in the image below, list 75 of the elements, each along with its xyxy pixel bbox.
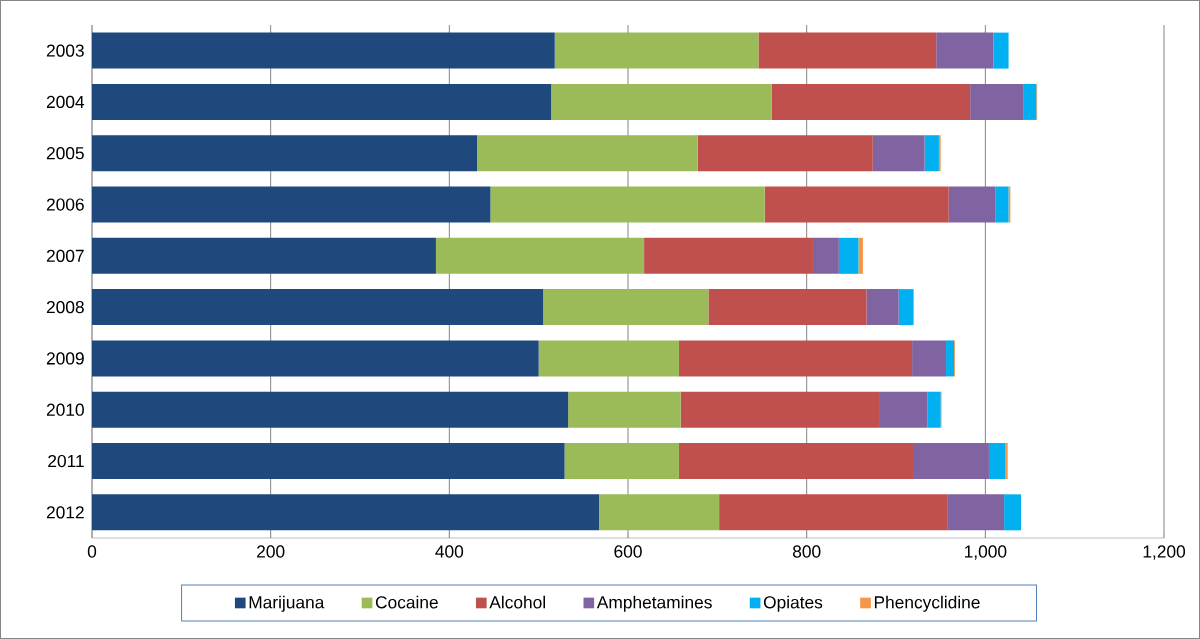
x-tick-label: 600 — [614, 545, 642, 558]
bar — [936, 32, 994, 69]
y-tick-label: 2004 — [46, 95, 85, 109]
bar — [697, 135, 873, 172]
y-tick-label: 2003 — [46, 44, 84, 57]
x-tick-label: 400 — [435, 545, 464, 558]
bar — [477, 135, 698, 172]
bar — [1004, 494, 1022, 531]
legend-label: Cocaine — [375, 595, 438, 609]
bar — [970, 83, 1024, 120]
bar — [719, 494, 948, 531]
bar — [91, 83, 552, 120]
bar — [678, 443, 913, 480]
bar — [599, 494, 720, 531]
bar — [758, 32, 937, 69]
x-tick-label: 1,200 — [1143, 545, 1186, 560]
bar — [912, 443, 989, 480]
bar — [927, 391, 941, 428]
bar — [838, 237, 859, 274]
y-tick-label: 2007 — [46, 249, 84, 262]
bar — [490, 186, 765, 223]
bar — [947, 494, 1005, 531]
bar — [866, 289, 899, 326]
x-tick-label: 1,000 — [964, 545, 1007, 560]
bar — [91, 340, 539, 377]
y-tick-label: 2009 — [46, 352, 84, 365]
x-tick-label: 200 — [257, 545, 285, 558]
y-tick-label: 2011 — [48, 454, 84, 468]
bar — [91, 186, 491, 223]
bar — [91, 32, 555, 69]
x-tick-label: 0 — [87, 545, 97, 558]
bar — [568, 391, 681, 428]
bar — [91, 443, 565, 480]
bar — [995, 186, 1009, 223]
bar — [644, 237, 813, 274]
bar — [872, 135, 925, 172]
bar — [91, 135, 478, 172]
bar — [946, 340, 955, 377]
bar — [858, 237, 863, 274]
bar — [924, 135, 939, 172]
bar — [551, 83, 772, 120]
bar — [678, 340, 913, 377]
legend-label: Alcohol — [489, 595, 545, 609]
y-tick-label: 2006 — [46, 198, 84, 211]
bar — [435, 237, 645, 274]
bar — [680, 391, 880, 428]
legend-label: Opiates — [763, 595, 823, 612]
y-tick-label: 2008 — [46, 301, 84, 314]
y-tick-label: 2005 — [46, 147, 84, 160]
bar — [543, 289, 709, 326]
bar — [91, 237, 436, 274]
bar — [898, 289, 913, 326]
bar — [912, 340, 947, 377]
bar — [771, 83, 971, 120]
bar — [91, 289, 544, 326]
y-tick-label: 2010 — [46, 403, 84, 416]
bar — [993, 32, 1009, 69]
bar — [1005, 443, 1008, 480]
legend-label: Phencyclidine — [874, 595, 980, 612]
bar — [538, 340, 679, 377]
bar — [91, 391, 569, 428]
bar — [879, 391, 928, 428]
bar — [554, 32, 759, 69]
bar — [988, 443, 1006, 480]
bar — [564, 443, 679, 480]
bar — [764, 186, 949, 223]
bar — [812, 237, 839, 274]
x-tick-label: 800 — [792, 545, 821, 558]
bar — [948, 186, 996, 223]
legend-label: Marijuana — [249, 595, 325, 612]
bar — [708, 289, 867, 326]
legend-label: Amphetamines — [596, 595, 712, 612]
y-tick-label: 2012 — [46, 506, 84, 519]
bar — [91, 494, 600, 531]
bar — [1023, 83, 1037, 120]
